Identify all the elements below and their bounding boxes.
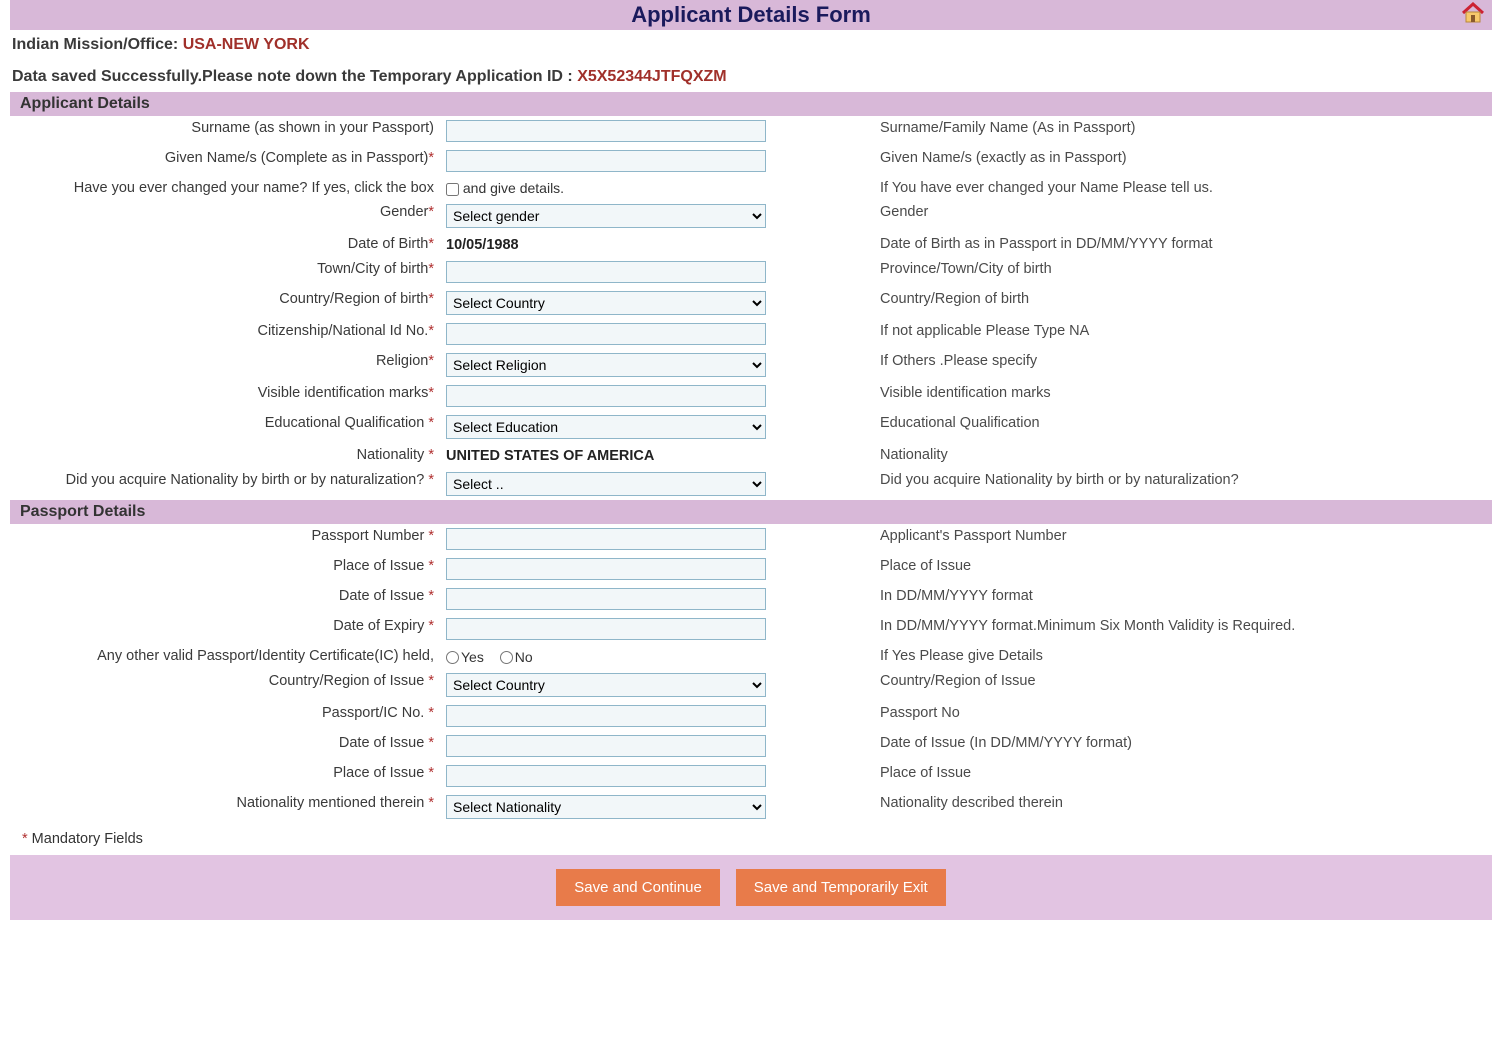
label-other-ic: Passport/IC No. <box>322 705 428 721</box>
label-given: Given Name/s (Complete as in Passport) <box>165 150 429 166</box>
hint-other-poi: Place of Issue <box>880 765 971 781</box>
hint-namechange: If You have ever changed your Name Pleas… <box>880 180 1213 196</box>
hint-gender: Gender <box>880 204 928 220</box>
passport-number-input[interactable] <box>446 528 766 550</box>
marks-input[interactable] <box>446 385 766 407</box>
nationality-by-select[interactable]: Select .. <box>446 472 766 496</box>
hint-religion: If Others .Please specify <box>880 353 1037 369</box>
section-applicant-details: Applicant Details <box>10 92 1492 116</box>
save-continue-button[interactable]: Save and Continue <box>556 869 720 906</box>
label-dob: Date of Birth <box>348 236 429 252</box>
header-bar: Applicant Details Form <box>10 0 1492 30</box>
country-birth-select[interactable]: Select Country <box>446 291 766 315</box>
passport-form-table: Passport Number * Applicant's Passport N… <box>10 524 1492 823</box>
other-no-label: No <box>515 649 533 665</box>
hint-marks: Visible identification marks <box>880 385 1051 401</box>
application-id: X5X52344JTFQXZM <box>577 68 726 85</box>
label-poi: Place of Issue <box>333 558 428 574</box>
hint-other-passport: If Yes Please give Details <box>880 648 1043 664</box>
mandatory-note: * Mandatory Fields <box>10 823 1492 855</box>
label-other-poi: Place of Issue <box>333 765 428 781</box>
hint-doi: In DD/MM/YYYY format <box>880 588 1033 604</box>
date-of-issue-input[interactable] <box>446 588 766 610</box>
religion-select[interactable]: Select Religion <box>446 353 766 377</box>
saved-message: Data saved Successfully.Please note down… <box>10 60 1492 92</box>
hint-passport-num: Applicant's Passport Number <box>880 528 1067 544</box>
applicant-form-table: Surname (as shown in your Passport) Surn… <box>10 116 1492 500</box>
label-passport-num: Passport Number <box>311 528 428 544</box>
label-natby: Did you acquire Nationality by birth or … <box>66 472 429 488</box>
hint-edu: Educational Qualification <box>880 415 1040 431</box>
hint-dob: Date of Birth as in Passport in DD/MM/YY… <box>880 236 1213 252</box>
nationality-value: UNITED STATES OF AMERICA <box>446 448 654 464</box>
hint-other-nat: Nationality described therein <box>880 795 1063 811</box>
home-icon[interactable] <box>1460 2 1486 24</box>
label-marks: Visible identification marks <box>258 385 429 401</box>
label-town: Town/City of birth <box>317 261 428 277</box>
hint-town: Province/Town/City of birth <box>880 261 1052 277</box>
place-of-issue-input[interactable] <box>446 558 766 580</box>
national-id-input[interactable] <box>446 323 766 345</box>
name-change-checkbox[interactable] <box>446 183 459 196</box>
gender-select[interactable]: Select gender <box>446 204 766 228</box>
other-passport-yes-radio[interactable] <box>446 651 459 664</box>
other-passport-no-radio[interactable] <box>500 651 513 664</box>
mission-line: Indian Mission/Office: USA-NEW YORK <box>10 30 1492 60</box>
hint-other-doi: Date of Issue (In DD/MM/YYYY format) <box>880 735 1132 751</box>
label-gender: Gender <box>380 204 428 220</box>
hint-natby: Did you acquire Nationality by birth or … <box>880 472 1239 488</box>
other-yes-label: Yes <box>461 649 484 665</box>
label-religion: Religion <box>376 353 428 369</box>
label-edu: Educational Qualification <box>265 415 429 431</box>
label-namechange: Have you ever changed your name? If yes,… <box>74 180 434 196</box>
mission-label: Indian Mission/Office: <box>12 36 183 53</box>
other-doi-input[interactable] <box>446 735 766 757</box>
hint-nationality: Nationality <box>880 447 948 463</box>
namechange-suffix: and give details. <box>463 180 564 196</box>
other-poi-input[interactable] <box>446 765 766 787</box>
hint-other-country: Country/Region of Issue <box>880 673 1036 689</box>
surname-input[interactable] <box>446 120 766 142</box>
label-other-country: Country/Region of Issue <box>269 673 429 689</box>
other-country-select[interactable]: Select Country <box>446 673 766 697</box>
hint-poi: Place of Issue <box>880 558 971 574</box>
section-passport-details: Passport Details <box>10 500 1492 524</box>
label-country-birth: Country/Region of birth <box>279 291 428 307</box>
hint-given: Given Name/s (exactly as in Passport) <box>880 150 1127 166</box>
education-select[interactable]: Select Education <box>446 415 766 439</box>
label-nationality: Nationality <box>357 447 429 463</box>
hint-country-birth: Country/Region of birth <box>880 291 1029 307</box>
label-other-nat: Nationality mentioned therein <box>237 795 429 811</box>
label-other-doi: Date of Issue <box>339 735 428 751</box>
button-bar: Save and Continue Save and Temporarily E… <box>10 855 1492 920</box>
hint-nid: If not applicable Please Type NA <box>880 323 1089 339</box>
saved-prefix: Data saved Successfully.Please note down… <box>12 68 577 85</box>
dob-value: 10/05/1988 <box>446 237 519 253</box>
hint-doe: In DD/MM/YYYY format.Minimum Six Month V… <box>880 618 1295 634</box>
date-of-expiry-input[interactable] <box>446 618 766 640</box>
label-doi: Date of Issue <box>339 588 428 604</box>
hint-other-ic: Passport No <box>880 705 960 721</box>
label-other-passport: Any other valid Passport/Identity Certif… <box>97 648 434 664</box>
given-name-input[interactable] <box>446 150 766 172</box>
mission-value: USA-NEW YORK <box>183 36 310 53</box>
page-title: Applicant Details Form <box>631 2 871 27</box>
label-surname: Surname (as shown in your Passport) <box>191 120 434 136</box>
other-nationality-select[interactable]: Select Nationality <box>446 795 766 819</box>
label-nid: Citizenship/National Id No. <box>257 323 428 339</box>
label-doe: Date of Expiry <box>333 618 428 634</box>
save-temp-exit-button[interactable]: Save and Temporarily Exit <box>736 869 946 906</box>
hint-surname: Surname/Family Name (As in Passport) <box>880 120 1135 136</box>
other-ic-input[interactable] <box>446 705 766 727</box>
mandatory-text: Mandatory Fields <box>28 831 143 847</box>
town-input[interactable] <box>446 261 766 283</box>
